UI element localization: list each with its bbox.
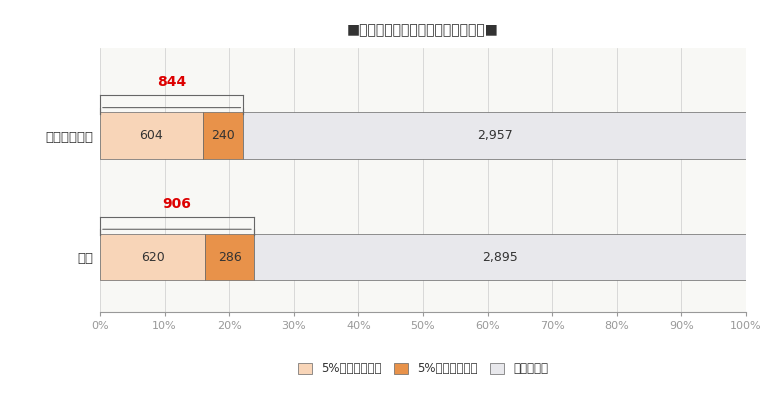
Text: 2,957: 2,957: [477, 129, 513, 142]
Title: ■学費の引き上げを実施した学科数■: ■学費の引き上げを実施した学科数■: [347, 23, 499, 37]
Text: 844: 844: [157, 75, 186, 89]
Bar: [244, 112, 746, 159]
Text: 286: 286: [218, 251, 241, 264]
Bar: [100, 234, 205, 280]
Text: 620: 620: [141, 251, 165, 264]
Bar: [205, 234, 254, 280]
Bar: [254, 234, 746, 280]
Text: 2,895: 2,895: [482, 251, 518, 264]
Bar: [202, 112, 244, 159]
Text: 906: 906: [162, 197, 191, 211]
Text: 604: 604: [139, 129, 163, 142]
Bar: [100, 112, 202, 159]
Text: 240: 240: [211, 129, 235, 142]
Legend: 5%未満の値上げ, 5%以上の値上げ, 値上げなし: 5%未満の値上げ, 5%以上の値上げ, 値上げなし: [293, 358, 553, 380]
